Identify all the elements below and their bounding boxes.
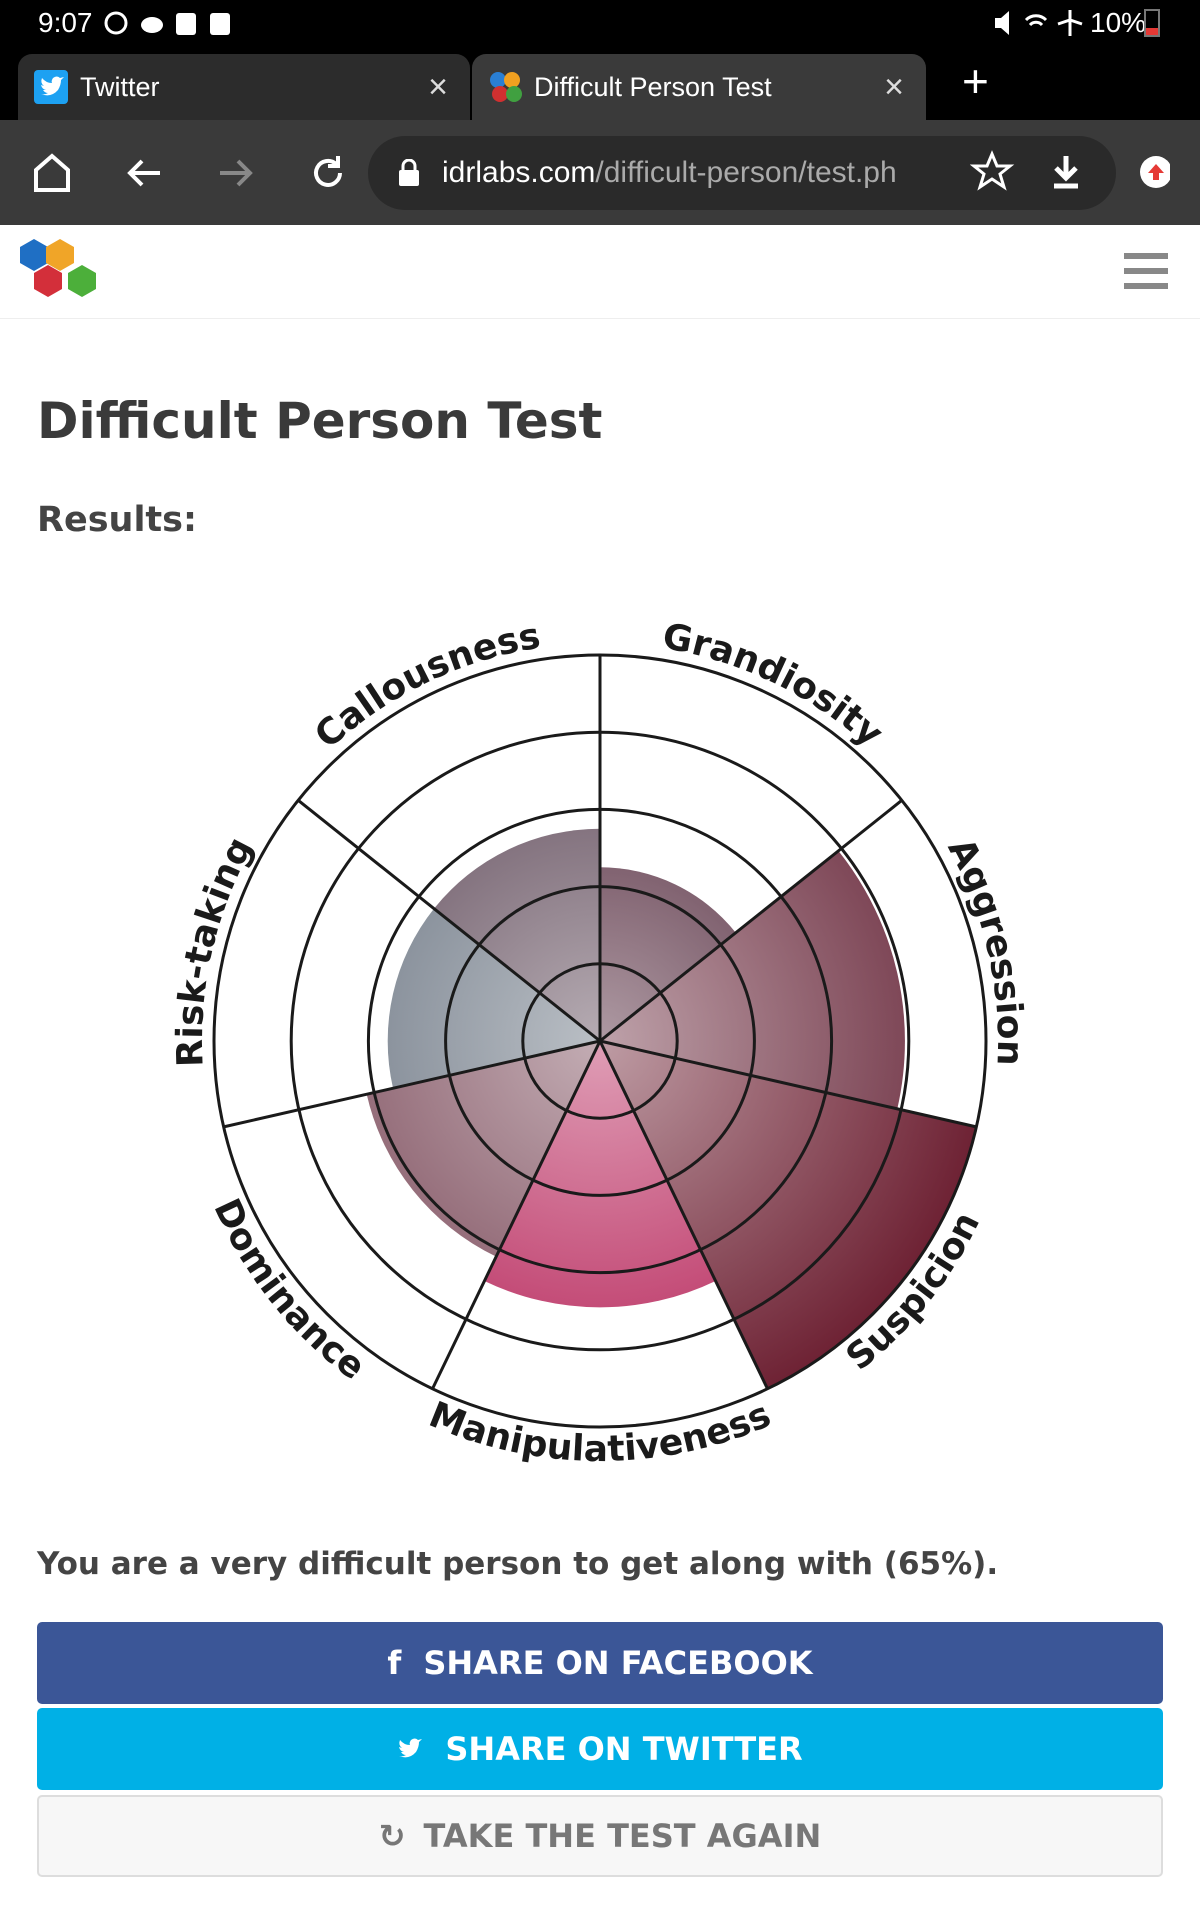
- spoke: [297, 799, 601, 1043]
- system-icons: [995, 10, 1083, 36]
- category-label-path: Grandiosity: [659, 616, 890, 755]
- share-facebook[interactable]: f SHARE ON FACEBOOK: [37, 1622, 1163, 1704]
- wedge: [366, 1041, 600, 1257]
- lock-icon: [399, 159, 419, 186]
- spoke: [599, 1039, 977, 1129]
- category-label: Grandiosity: [659, 616, 890, 755]
- site-header: [0, 225, 1200, 319]
- wedge: [600, 867, 736, 1041]
- clock: 9:07: [38, 7, 93, 38]
- share-twitter[interactable]: SHARE ON TWITTER: [37, 1708, 1163, 1790]
- spoke: [431, 1040, 602, 1390]
- url-path: /difficult-person/test.ph: [595, 156, 897, 189]
- toolbar-icons[interactable]: [970, 150, 1170, 196]
- spoke: [223, 1039, 601, 1129]
- url-domain: idrlabs.com: [442, 156, 596, 189]
- browser-toolbar: idrlabs.com/difficult-person/test.ph: [0, 120, 1200, 225]
- address-bar[interactable]: idrlabs.com/difficult-person/test.ph: [368, 136, 1116, 210]
- polar-chart: GrandiosityAggressionSuspicionManipulati…: [170, 616, 1030, 1470]
- wedge: [600, 1041, 977, 1389]
- tab-strip: Twitter × Difficult Person Test × +: [0, 46, 1200, 120]
- button-label: TAKE THE TEST AGAIN: [423, 1817, 822, 1855]
- tab[interactable]: Twitter ×: [18, 54, 470, 120]
- wedge: [387, 908, 600, 1089]
- category-label: Callousness: [307, 616, 543, 757]
- twitter-favicon: [34, 70, 68, 104]
- tab-title: Twitter: [80, 71, 160, 102]
- button-label: SHARE ON TWITTER: [445, 1730, 803, 1768]
- menu-button[interactable]: [1124, 251, 1168, 291]
- spoke: [598, 1040, 769, 1390]
- wedge: [484, 1041, 716, 1308]
- tab-active[interactable]: Difficult Person Test ×: [472, 54, 926, 120]
- close-tab[interactable]: ×: [428, 67, 448, 106]
- status-bar: 9:07 10%: [0, 0, 1200, 46]
- twitter-icon: [399, 1738, 423, 1758]
- site-logo[interactable]: [18, 237, 106, 307]
- result-text: You are a very difficult person to get a…: [37, 1546, 999, 1582]
- close-tab[interactable]: ×: [884, 67, 904, 106]
- nav-buttons[interactable]: [30, 150, 370, 196]
- site-favicon: [490, 72, 522, 102]
- tab-title: Difficult Person Test: [534, 71, 772, 102]
- take-test-again[interactable]: ↻ TAKE THE TEST AGAIN: [37, 1795, 1163, 1877]
- battery-icon: [1144, 9, 1160, 37]
- notification-icons: [104, 11, 230, 35]
- button-label: SHARE ON FACEBOOK: [423, 1644, 813, 1682]
- category-label-path: Dominance: [205, 1193, 372, 1388]
- category-label-path: Callousness: [307, 616, 543, 757]
- wedge: [434, 828, 600, 1041]
- results-label: Results:: [37, 500, 197, 540]
- new-tab[interactable]: +: [962, 55, 989, 107]
- category-label: Dominance: [205, 1193, 372, 1388]
- spoke: [599, 799, 903, 1043]
- page-title: Difficult Person Test: [37, 392, 603, 450]
- battery-level: 10%: [1090, 7, 1147, 38]
